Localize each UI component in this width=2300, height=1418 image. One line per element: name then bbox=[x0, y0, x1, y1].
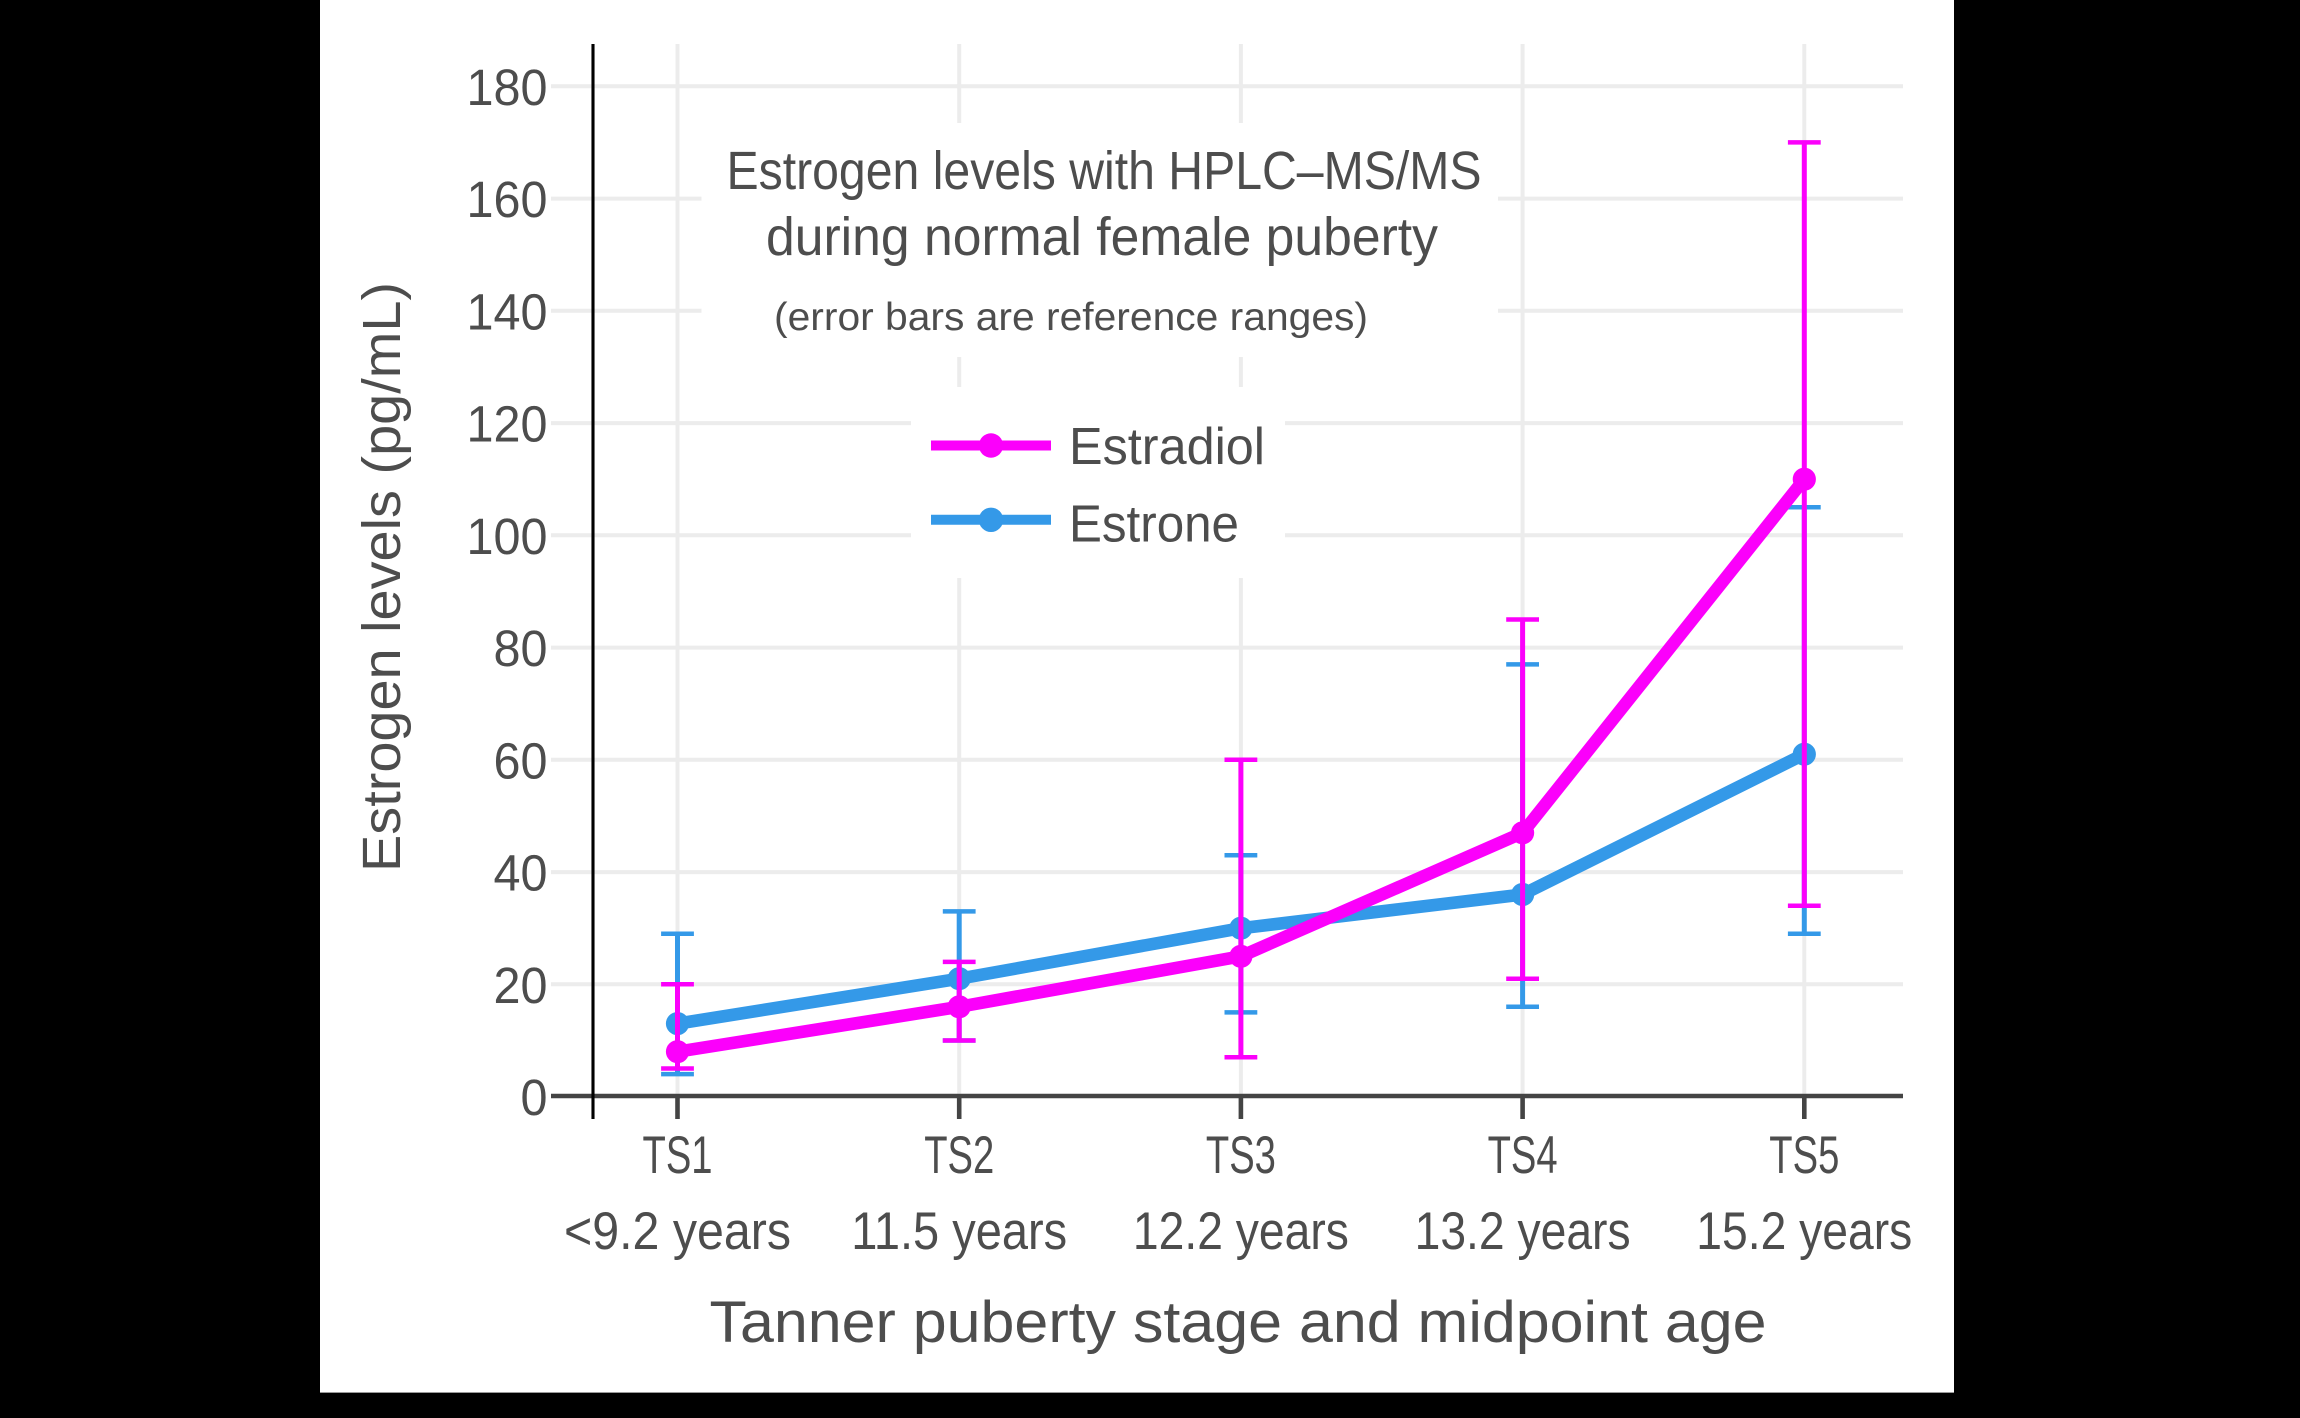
svg-text:(error bars are reference rang: (error bars are reference ranges) bbox=[774, 296, 1368, 339]
svg-text:80: 80 bbox=[494, 620, 548, 677]
svg-text:TS5: TS5 bbox=[1769, 1126, 1839, 1185]
svg-text:TS2: TS2 bbox=[924, 1126, 994, 1185]
svg-text:11.5 years: 11.5 years bbox=[851, 1202, 1067, 1261]
svg-text:Tanner puberty stage and midpo: Tanner puberty stage and midpoint age bbox=[710, 1290, 1767, 1355]
svg-text:160: 160 bbox=[467, 171, 548, 228]
svg-text:TS1: TS1 bbox=[643, 1126, 713, 1185]
svg-text:12.2 years: 12.2 years bbox=[1133, 1202, 1349, 1261]
svg-text:0: 0 bbox=[521, 1069, 548, 1126]
svg-text:40: 40 bbox=[494, 845, 548, 902]
svg-text:100: 100 bbox=[467, 508, 548, 565]
svg-text:20: 20 bbox=[494, 957, 548, 1014]
svg-text:13.2 years: 13.2 years bbox=[1415, 1202, 1631, 1261]
svg-text:Estradiol: Estradiol bbox=[1069, 418, 1265, 476]
svg-text:120: 120 bbox=[467, 396, 548, 453]
svg-text:during normal female puberty: during normal female puberty bbox=[766, 207, 1438, 267]
svg-text:Estrogen levels with HPLC–MS/M: Estrogen levels with HPLC–MS/MS bbox=[727, 141, 1482, 201]
svg-text:Estrogen levels (pg/mL): Estrogen levels (pg/mL) bbox=[352, 282, 412, 872]
svg-text:180: 180 bbox=[467, 59, 548, 116]
svg-text:TS3: TS3 bbox=[1206, 1126, 1276, 1185]
svg-text:60: 60 bbox=[494, 732, 548, 789]
svg-text:<9.2 years: <9.2 years bbox=[564, 1202, 791, 1261]
svg-text:15.2 years: 15.2 years bbox=[1696, 1202, 1912, 1261]
svg-text:140: 140 bbox=[467, 283, 548, 340]
svg-text:TS4: TS4 bbox=[1488, 1126, 1558, 1185]
svg-text:Estrone: Estrone bbox=[1069, 496, 1239, 554]
